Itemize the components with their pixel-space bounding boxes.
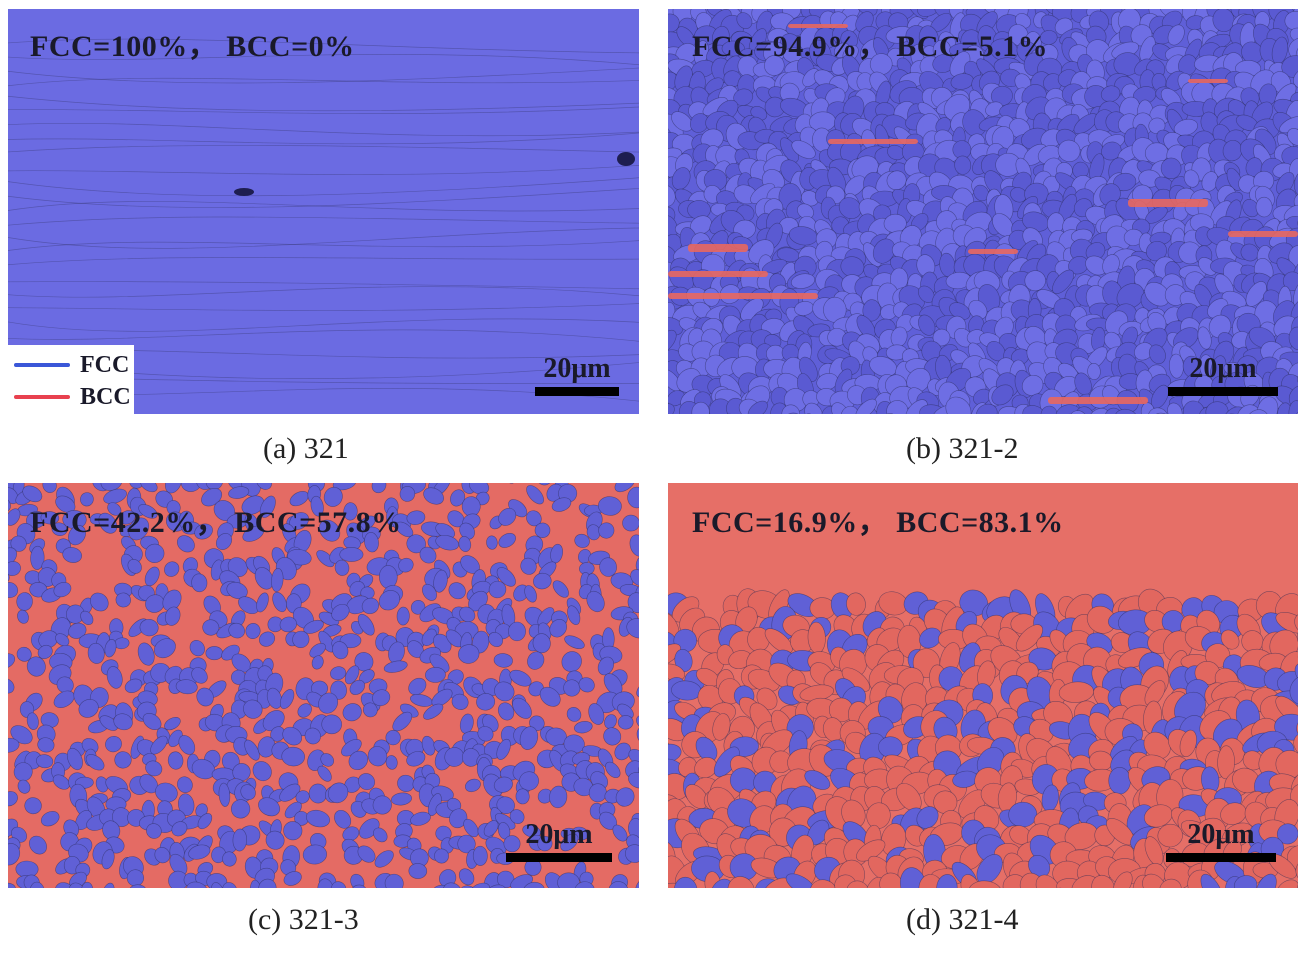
scale-bar: 20μm: [506, 821, 612, 862]
scale-bar: 20μm: [1166, 821, 1276, 862]
scale-bar-label: 20μm: [543, 353, 611, 384]
legend-item-fcc: FCC: [8, 353, 134, 377]
scale-bar-label: 20μm: [1187, 819, 1255, 850]
legend-label-bcc: BCC: [80, 384, 131, 410]
phase-map-image: [668, 9, 1298, 414]
legend-label-fcc: FCC: [80, 352, 130, 378]
scale-bar-line: [535, 387, 619, 396]
fcc-color-swatch: [14, 363, 70, 367]
scale-bar-line: [1166, 853, 1276, 862]
scale-bar: 20μm: [535, 355, 619, 396]
panel-caption: (a) 321: [263, 432, 349, 465]
panel-caption: (b) 321-2: [906, 432, 1019, 465]
panel-caption: (d) 321-4: [906, 903, 1019, 936]
phase-legend: FCC BCC: [8, 345, 134, 414]
phase-map-image: [8, 483, 639, 888]
ebsd-map-321-2: FCC=94.9%， BCC=5.1% 20μm: [668, 9, 1298, 414]
phase-fraction-label: FCC=16.9%， BCC=83.1%: [692, 506, 1064, 539]
phase-fraction-label: FCC=94.9%， BCC=5.1%: [692, 30, 1049, 63]
scale-bar: 20μm: [1168, 355, 1278, 396]
scale-bar-label: 20μm: [1189, 353, 1257, 384]
phase-fraction-label: FCC=100%， BCC=0%: [30, 30, 355, 63]
phase-map-image: [668, 483, 1298, 888]
bcc-color-swatch: [14, 395, 70, 399]
panel-caption: (c) 321-3: [248, 903, 359, 936]
scale-bar-line: [1168, 387, 1278, 396]
phase-fraction-label: FCC=42.2%， BCC=57.8%: [30, 506, 402, 539]
scale-bar-line: [506, 853, 612, 862]
legend-item-bcc: BCC: [8, 385, 134, 409]
ebsd-map-321: FCC=100%， BCC=0% FCC BCC 20μm: [8, 9, 639, 414]
scale-bar-label: 20μm: [525, 819, 593, 850]
ebsd-map-321-3: FCC=42.2%， BCC=57.8% 20μm: [8, 483, 639, 888]
ebsd-map-321-4: FCC=16.9%， BCC=83.1% 20μm: [668, 483, 1298, 888]
